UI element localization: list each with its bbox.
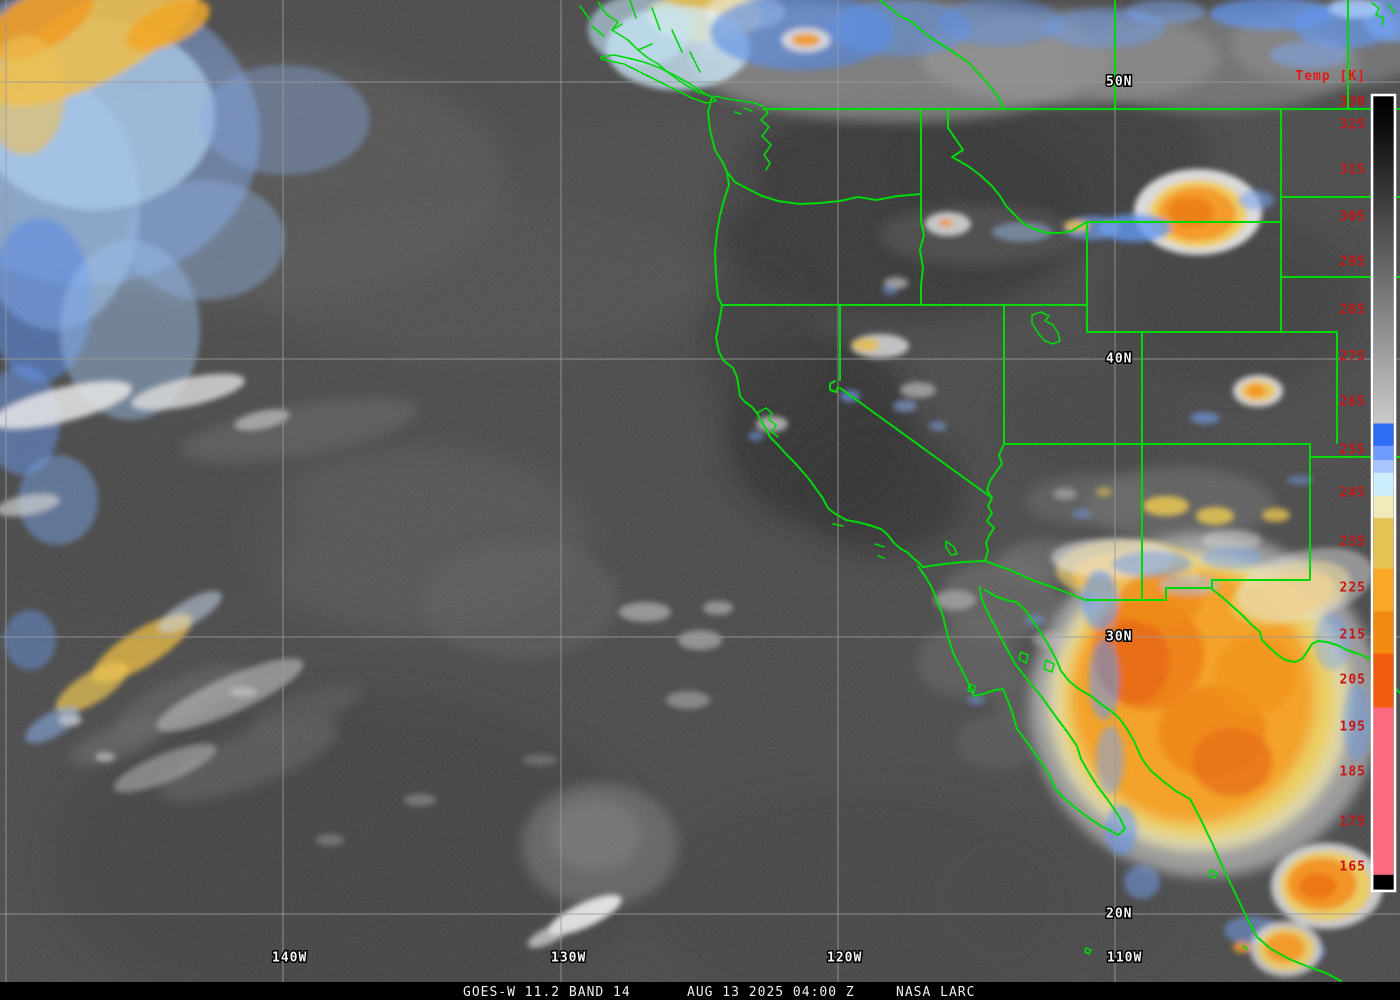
colorbar-tick: 175 xyxy=(1340,815,1366,830)
vancouver-island xyxy=(600,54,717,104)
border-ca-nv xyxy=(829,304,993,499)
colorbar-tick: 215 xyxy=(1340,628,1366,643)
colorbar-tick: 235 xyxy=(1340,535,1366,550)
border-id-mt xyxy=(947,109,1088,234)
colorbar-tick: 185 xyxy=(1340,765,1366,780)
colorbar-tick: 255 xyxy=(1340,443,1366,458)
colorbar-tick: 330 xyxy=(1340,95,1366,110)
colorbar-ticks: 330 325 315 305 295 285 275 265 255 245 … xyxy=(1340,95,1366,875)
footer-timestamp: AUG 13 2025 04:00 Z xyxy=(687,985,855,1000)
colorbar-tick: 195 xyxy=(1340,720,1366,735)
colorbar-tick: 325 xyxy=(1340,118,1366,133)
latitude-label: 40N xyxy=(1106,352,1132,367)
latitude-label: 20N xyxy=(1106,907,1132,922)
coastline-west xyxy=(714,171,924,568)
colorbar-tick: 275 xyxy=(1340,350,1366,365)
colorbar-tick: 315 xyxy=(1340,163,1366,178)
manitoba-lakes xyxy=(1371,2,1396,26)
colorbar-tick: 285 xyxy=(1340,303,1366,318)
border-bc-ab xyxy=(879,0,1005,109)
coastline-bc xyxy=(597,1,711,97)
gulf-islands xyxy=(967,651,1055,693)
footer-bar: GOES-W 11.2 BAND 14 AUG 13 2025 04:00 Z … xyxy=(0,982,1400,1000)
border-or-id xyxy=(919,193,925,306)
colorbar-title: Temp [K] xyxy=(1295,69,1366,84)
grid-labels: 50N 40N 30N 20N 140W 130W 120W 110W xyxy=(271,73,1143,967)
coastline-wa xyxy=(707,96,728,173)
longitude-label: 120W xyxy=(827,951,862,966)
border-wa-or xyxy=(726,171,922,205)
latitude-label: 30N xyxy=(1106,630,1132,645)
border-nm-tx xyxy=(1211,443,1400,590)
coastline-mexico-mainland xyxy=(984,589,1342,982)
san-francisco-bay xyxy=(756,407,779,438)
footer-source-credit: NASA LARC xyxy=(896,985,975,1000)
salton-sea xyxy=(945,540,958,556)
footer-background xyxy=(0,982,1400,1000)
colorbar-frame xyxy=(1370,93,1397,893)
latitude-label: 50N xyxy=(1106,75,1132,90)
pacific-islands xyxy=(1084,869,1248,955)
footer-product-label: GOES-W 11.2 BAND 14 xyxy=(463,985,631,1000)
colorbar-tick: 305 xyxy=(1340,210,1366,225)
colorbar: Temp [K] 330 325 315 305 295 285 275 265… xyxy=(1295,69,1397,893)
longitude-label: 140W xyxy=(272,951,307,966)
channel-islands xyxy=(832,523,885,559)
colorbar-tick: 225 xyxy=(1340,581,1366,596)
colorbar-tick: 165 xyxy=(1340,860,1366,875)
coastline-fjords xyxy=(579,0,701,73)
colorbar-tick: 245 xyxy=(1340,486,1366,501)
border-colorado-river xyxy=(984,443,1005,562)
coastline-baja xyxy=(917,565,1126,836)
longitude-label: 110W xyxy=(1107,951,1142,966)
colorbar-tick: 265 xyxy=(1340,395,1366,410)
colorbar-tick: 295 xyxy=(1340,255,1366,270)
great-salt-lake xyxy=(1031,311,1061,345)
colorbar-gradient xyxy=(1373,96,1394,890)
puget-sound xyxy=(713,95,772,171)
colorbar-tick: 205 xyxy=(1340,673,1366,688)
longitude-label: 130W xyxy=(551,951,586,966)
